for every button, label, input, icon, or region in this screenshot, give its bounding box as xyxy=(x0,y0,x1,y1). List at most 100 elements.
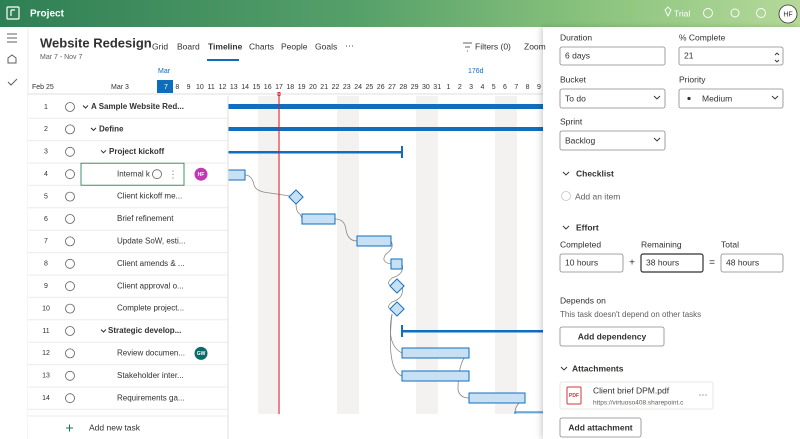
task-name[interactable]: Internal k xyxy=(117,169,151,178)
bucket-select[interactable] xyxy=(559,88,666,109)
view-tab[interactable]: Grid xyxy=(152,41,168,51)
task-name[interactable]: Review documen... xyxy=(117,349,185,358)
task-name[interactable]: Brief refinement xyxy=(117,214,174,223)
button-label[interactable]: Add attachment xyxy=(568,422,632,432)
add-dependency-button[interactable] xyxy=(559,326,665,347)
task-complete-toggle[interactable] xyxy=(65,169,75,180)
file-menu[interactable]: ··· xyxy=(699,389,708,399)
checklist-radio[interactable] xyxy=(561,191,571,201)
view-tab[interactable]: People xyxy=(281,41,308,51)
remaining-input[interactable] xyxy=(640,253,704,273)
user-avatar[interactable] xyxy=(778,4,798,24)
add-attachment-button[interactable] xyxy=(559,417,642,438)
day-label: 21 xyxy=(320,84,328,91)
view-tab[interactable]: Charts xyxy=(249,41,274,51)
collapse-chevron xyxy=(100,329,107,333)
selected-task-cell xyxy=(80,162,185,186)
sprint-select[interactable] xyxy=(559,130,666,151)
home-icon[interactable] xyxy=(7,54,17,64)
task-complete-toggle[interactable] xyxy=(65,124,75,135)
view-tab[interactable]: Board xyxy=(177,41,200,51)
add-new-task[interactable]: Add new task xyxy=(89,422,141,432)
day-label: 15 xyxy=(253,84,261,91)
task-number: 6 xyxy=(44,216,48,223)
zoom-button[interactable]: Zoom xyxy=(524,41,546,51)
view-tab[interactable]: Goals xyxy=(315,41,337,51)
task-complete-toggle[interactable] xyxy=(65,236,75,247)
task-complete-toggle[interactable] xyxy=(65,303,75,314)
task-name[interactable]: Complete project... xyxy=(117,304,184,313)
check-icon[interactable] xyxy=(7,78,18,86)
field-value[interactable]: To do xyxy=(565,93,586,103)
more-views[interactable]: ··· xyxy=(345,40,354,50)
task-complete-toggle[interactable] xyxy=(65,393,75,404)
task-name[interactable]: Project kickoff xyxy=(109,147,164,156)
day-label: 1 xyxy=(447,84,451,91)
task-name[interactable]: Update SoW, esti... xyxy=(117,237,185,246)
task-complete-toggle[interactable] xyxy=(65,102,75,112)
day-label: 11 xyxy=(208,84,215,91)
project-title: Website Redesign xyxy=(40,35,152,50)
button-label[interactable]: Add dependency xyxy=(578,331,647,341)
task-complete-toggle[interactable] xyxy=(65,258,75,269)
assignee-initials: GW xyxy=(197,351,206,357)
chevrons xyxy=(560,52,780,371)
completed-input[interactable] xyxy=(559,253,624,273)
task-complete-toggle[interactable] xyxy=(65,326,75,336)
day-label: 17 xyxy=(275,84,283,91)
collapse-chevron xyxy=(82,105,89,109)
task-complete-toggle[interactable] xyxy=(65,146,75,157)
field-label: Completed xyxy=(560,239,601,249)
field-value[interactable]: 6 days xyxy=(565,50,590,60)
add-checklist-item[interactable]: Add an item xyxy=(575,191,620,201)
task-name[interactable]: Requirements ga... xyxy=(117,393,185,402)
task-name[interactable]: Strategic develop... xyxy=(108,326,181,335)
task-name[interactable]: Client approval o... xyxy=(117,281,184,290)
field-value[interactable]: Medium xyxy=(702,93,732,103)
project-dates: Mar 7 - Nov 7 xyxy=(40,54,83,61)
header-icons xyxy=(703,8,766,18)
field-label: % Complete xyxy=(679,32,726,42)
task-complete-toggle[interactable] xyxy=(65,214,75,224)
menu-icon[interactable] xyxy=(7,33,17,43)
file-name[interactable]: Client brief DPM.pdf xyxy=(593,385,670,395)
week-label: Mar 3 xyxy=(111,84,129,91)
day-label: 16 xyxy=(264,84,272,91)
task-number: 11 xyxy=(42,328,49,335)
task-name[interactable]: A Sample Website Red... xyxy=(91,102,184,111)
file-type: PDF xyxy=(569,393,579,399)
field-value[interactable]: 38 hours xyxy=(646,257,679,267)
complete-input[interactable] xyxy=(678,46,784,66)
view-tab[interactable]: Timeline xyxy=(208,41,243,51)
day-label: 23 xyxy=(343,84,351,91)
attachment-card[interactable] xyxy=(559,381,714,410)
task-complete-toggle[interactable] xyxy=(65,281,75,292)
field-value[interactable]: 21 xyxy=(684,50,694,60)
operator: + xyxy=(629,258,635,269)
task-number: 13 xyxy=(42,373,50,380)
task-name[interactable]: Stakeholder inter... xyxy=(117,371,184,380)
field-value[interactable]: 10 hours xyxy=(565,257,598,267)
total-input[interactable] xyxy=(720,253,784,273)
task-name[interactable]: Client amends & ... xyxy=(117,259,185,268)
task-number: 8 xyxy=(44,261,48,268)
duration-input[interactable] xyxy=(559,46,666,66)
task-number: 10 xyxy=(42,305,50,312)
task-name[interactable]: Client kickoff me... xyxy=(117,192,182,201)
gantt xyxy=(228,96,543,414)
field-value[interactable]: Backlog xyxy=(565,135,596,145)
filters-button[interactable]: Filters (0) xyxy=(475,41,511,51)
info-icon[interactable] xyxy=(152,169,162,180)
trial-button[interactable]: Trial xyxy=(674,8,690,18)
task-complete-toggle[interactable] xyxy=(65,370,75,381)
day-label: 6 xyxy=(503,84,507,91)
task-complete-toggle[interactable] xyxy=(65,191,75,202)
weekend-shading xyxy=(258,96,517,414)
field-value[interactable]: 48 hours xyxy=(726,257,759,267)
day-label: 12 xyxy=(219,84,227,91)
task-complete-toggle[interactable] xyxy=(65,348,75,359)
day-label: 8 xyxy=(526,84,530,91)
task-name[interactable]: Define xyxy=(99,125,124,134)
priority-select[interactable] xyxy=(678,88,784,109)
